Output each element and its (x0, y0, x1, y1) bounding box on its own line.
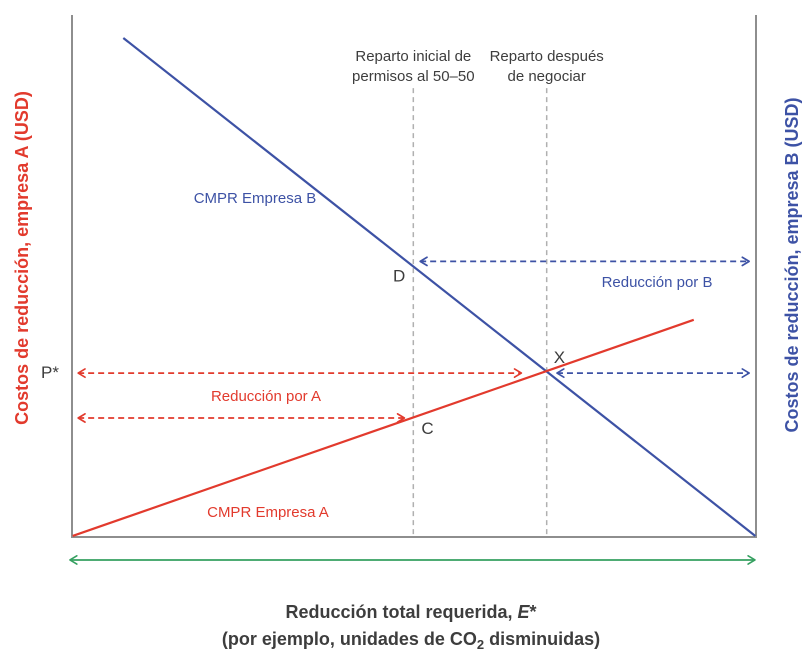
line-firm-b (122, 37, 756, 537)
annotation-initial-line2: permisos al 50–50 (352, 68, 475, 85)
y-axis-left-title: Costos de reducción, empresa A (USD) (12, 91, 32, 425)
point-label-D: D (393, 267, 405, 286)
x-axis-title-line2: (por ejemplo, unidades de CO2 disminuida… (222, 629, 600, 652)
label-reduction-b: Reducción por B (602, 274, 713, 291)
point-label-C: C (421, 419, 433, 438)
x-title-var: E (518, 602, 531, 622)
point-label-X: X (554, 348, 565, 367)
label-firm-a: CMPR Empresa A (207, 504, 329, 521)
x-title-line2-sub: 2 (477, 637, 484, 652)
label-reduction-a: Reducción por A (211, 388, 321, 405)
x-axis-title-line1: Reducción total requerida, E* (285, 602, 536, 622)
annotation-negotiated-line2: de negociar (507, 68, 585, 85)
annotation-negotiated: Reparto después de negociar (490, 48, 604, 85)
x-title-line2-post: disminuidas) (484, 629, 600, 649)
annotation-initial: Reparto inicial de permisos al 50–50 (352, 48, 475, 85)
annotation-initial-line1: Reparto inicial de (355, 48, 471, 65)
y-axis-right-title: Costos de reducción, empresa B (USD) (782, 97, 802, 432)
axes (71, 15, 757, 538)
p-star-label: P* (41, 363, 59, 382)
x-title-line2-pre: (por ejemplo, unidades de CO (222, 629, 477, 649)
label-firm-b: CMPR Empresa B (194, 190, 317, 207)
line-firm-a (72, 318, 695, 537)
annotation-negotiated-line1: Reparto después (490, 48, 604, 65)
x-title-star: * (530, 602, 537, 622)
x-title-text: Reducción total requerida, (285, 602, 517, 622)
